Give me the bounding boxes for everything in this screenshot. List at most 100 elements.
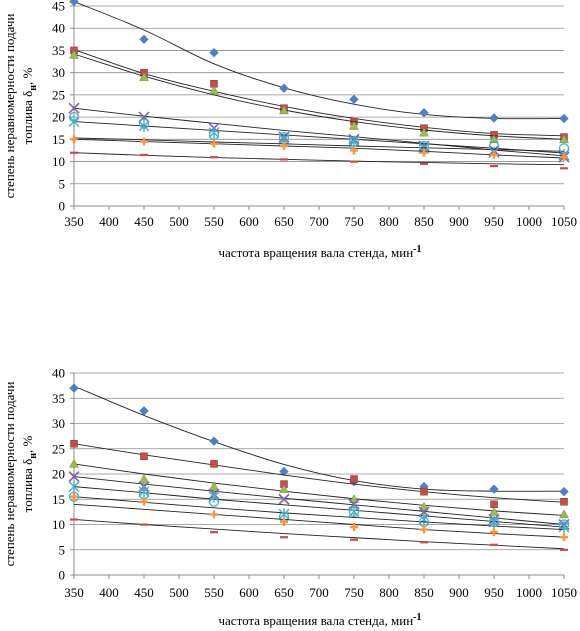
x-tick-label: 750: [344, 585, 364, 600]
x-tick-label: 650: [274, 585, 294, 600]
y-tick-label: 0: [59, 199, 66, 214]
data-point: [208, 496, 220, 507]
data-point: [279, 466, 289, 477]
data-point: [68, 480, 80, 493]
data-point: [420, 541, 428, 544]
data-point: [210, 531, 218, 534]
data-point: [488, 140, 500, 152]
data-point: [350, 146, 358, 155]
data-point: [68, 491, 80, 502]
data-point: [419, 127, 429, 137]
x-tick-label: 450: [134, 585, 154, 600]
data-point: [558, 143, 570, 154]
y-tick-label: 15: [52, 492, 65, 507]
data-point: [350, 160, 358, 163]
data-point: [350, 475, 358, 483]
y-tick-label: 20: [52, 110, 65, 125]
x-axis-title-exponent: -1: [413, 244, 421, 255]
data-point: [69, 49, 79, 59]
trend-line: [73, 463, 565, 516]
data-point: [419, 107, 429, 118]
series-8: [70, 518, 568, 551]
data-point: [348, 506, 360, 518]
x-tick-label: 850: [414, 585, 434, 600]
series-7: [70, 135, 568, 162]
y-tick-label: 40: [52, 366, 65, 381]
x-tick-label: 400: [99, 214, 119, 229]
data-point: [140, 137, 148, 146]
data-point: [489, 506, 499, 516]
trend-line: [73, 519, 565, 550]
data-point: [210, 139, 218, 148]
y-axis-title-line1: степень неравномерности подачи: [2, 14, 17, 199]
y-tick-label: 5: [59, 176, 66, 191]
series-6: [68, 111, 570, 154]
x-tick-label: 950: [484, 585, 504, 600]
y-tick-label: 15: [52, 132, 65, 147]
x-axis-title: частота вращения вала стенда, мин-1: [218, 244, 421, 260]
y-axis-title-line2: топлива δн, %: [20, 436, 39, 513]
data-point: [489, 134, 499, 144]
data-point: [69, 0, 79, 7]
y-tick-label: 35: [52, 43, 65, 58]
y-tick-label: 20: [52, 467, 65, 482]
data-point: [70, 151, 78, 154]
x-tick-label: 350: [64, 214, 84, 229]
x-tick-label: 900: [449, 585, 469, 600]
data-point: [138, 118, 150, 129]
data-point: [490, 150, 498, 159]
x-tick-label: 1050: [551, 585, 577, 600]
data-point: [490, 500, 498, 509]
series-7: [70, 492, 568, 542]
data-point: [490, 528, 498, 537]
x-tick-label: 350: [64, 585, 84, 600]
y-tick-label: 45: [52, 0, 65, 14]
data-point: [349, 94, 359, 105]
data-point: [420, 148, 428, 157]
trend-line: [73, 121, 565, 154]
trend-line: [73, 53, 565, 140]
data-point: [138, 485, 150, 498]
x-tick-label: 800: [379, 214, 399, 229]
y-axis-title-line1: степень неравномерности подачи: [2, 382, 17, 567]
data-point: [138, 120, 150, 132]
data-point: [140, 523, 148, 526]
data-point: [349, 120, 359, 130]
trend-line: [73, 443, 565, 503]
trend-line: [73, 486, 565, 528]
data-point: [68, 470, 80, 483]
data-point: [559, 486, 569, 497]
data-point: [208, 126, 220, 139]
trend-line: [73, 152, 565, 166]
data-point: [210, 460, 218, 468]
data-point: [560, 167, 568, 170]
data-point: [140, 497, 148, 506]
data-point: [279, 83, 289, 93]
x-tick-label: 950: [484, 214, 504, 229]
trend-line: [73, 137, 565, 152]
x-tick-label: 900: [449, 214, 469, 229]
data-point: [280, 158, 288, 161]
data-point: [70, 492, 78, 501]
series-3: [69, 458, 569, 519]
y-tick-label: 25: [52, 441, 65, 456]
data-point: [69, 383, 79, 393]
y-axis-title-unit: , %: [20, 68, 35, 86]
data-point: [280, 517, 288, 526]
y-tick-label: 10: [52, 517, 65, 532]
y-tick-label: 25: [52, 87, 65, 102]
data-point: [209, 47, 219, 58]
x-tick-label: 550: [204, 214, 224, 229]
chart-1: 0 5 10 15 20 25 30 35 40 45 350 400 450 500 550 600 650 7…: [2, 0, 577, 260]
data-point: [420, 487, 428, 496]
x-axis-title: частота вращения вала стенда, мин-1: [218, 612, 421, 628]
x-tick-label: 750: [344, 214, 364, 229]
data-point: [139, 34, 149, 45]
trend-line: [73, 385, 565, 492]
data-point: [140, 452, 148, 461]
data-point: [560, 548, 568, 551]
data-point: [139, 72, 149, 81]
trend-line: [73, 496, 565, 530]
x-tick-label: 700: [309, 585, 329, 600]
